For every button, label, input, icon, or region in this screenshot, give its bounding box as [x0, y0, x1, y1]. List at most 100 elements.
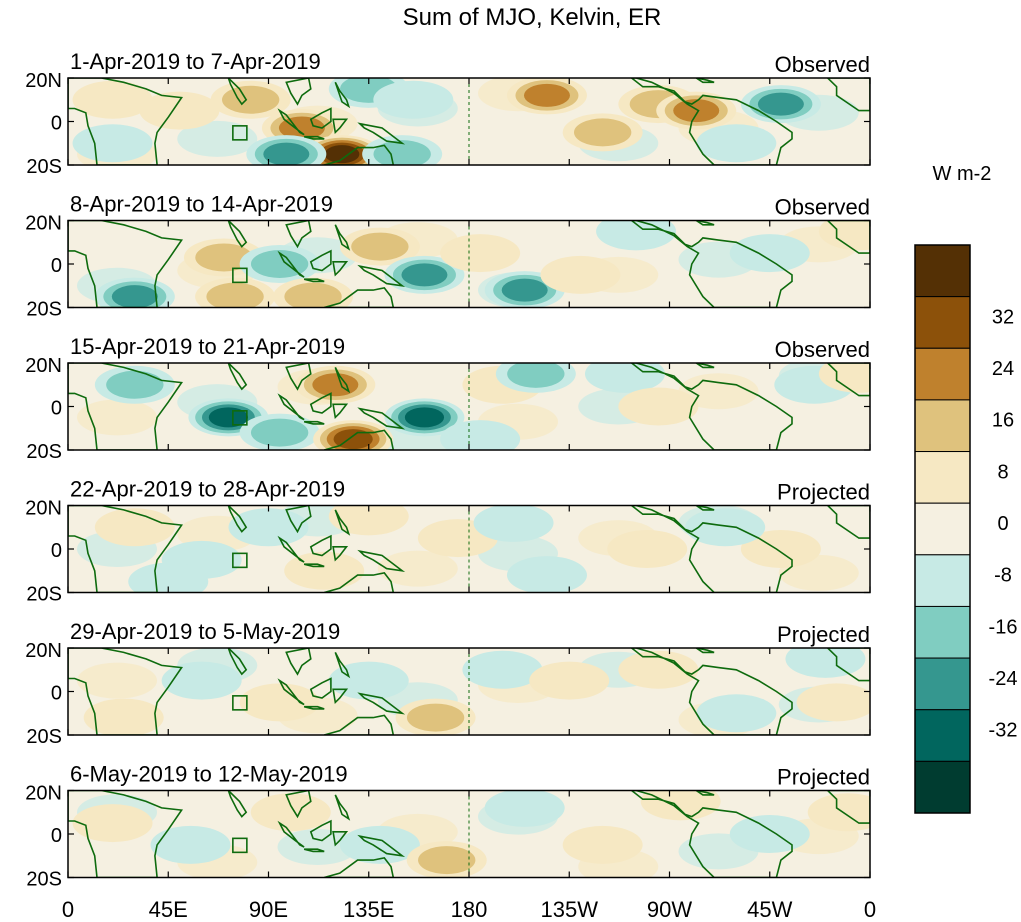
anomaly-blob: [83, 698, 164, 735]
contour-level: [696, 694, 777, 733]
coastline: [826, 363, 870, 397]
coastline: [630, 220, 793, 308]
contour-level: [484, 790, 565, 827]
colorbar-tick-label: 0: [997, 513, 1008, 535]
coastline: [309, 392, 332, 414]
coastline: [357, 407, 406, 430]
contour-level: [278, 116, 325, 140]
panel-2: 20N 0 20S 8-Apr-2019 to 14-Apr-2019 Observed: [25, 192, 871, 321]
contour-level: [106, 370, 164, 399]
anomaly-blob: [484, 790, 565, 827]
contour-level: [328, 505, 409, 536]
contour-level: [404, 407, 445, 428]
coastlines: [68, 220, 870, 308]
coastline: [227, 648, 248, 676]
anomaly-blob: [740, 85, 821, 124]
anomaly-blob: [384, 398, 465, 437]
contour-level: [618, 387, 699, 426]
y-tick-label: 20S: [26, 299, 62, 321]
panel-5: 20N 0 20S 29-Apr-2019 to 5-May-2019 Projecte…: [25, 619, 871, 748]
coastline: [303, 135, 325, 140]
coastline: [285, 505, 312, 534]
coastline: [826, 790, 870, 824]
panel-period-label: 8-Apr-2019 to 14-Apr-2019: [70, 192, 333, 217]
coastline: [68, 78, 184, 165]
coastline: [303, 278, 325, 283]
anomaly-blob: [94, 508, 175, 547]
contour-level: [263, 142, 310, 165]
y-tick-label: 20N: [25, 640, 62, 662]
contour-level: [401, 263, 448, 287]
anomaly-blob: [618, 387, 699, 426]
contour-level: [250, 793, 331, 832]
anomaly-blob: [640, 790, 721, 821]
coastline: [334, 652, 351, 679]
contour-level: [373, 80, 454, 119]
anomaly-blob: [72, 124, 153, 163]
coastline: [334, 224, 351, 251]
anomaly-blob: [540, 255, 621, 294]
coastline: [332, 688, 349, 705]
anomaly-blob: [94, 277, 175, 308]
anomaly-blob: [395, 698, 476, 735]
anomaly-blob: [239, 245, 320, 283]
anomaly-blob: [139, 91, 220, 130]
coastlines: [68, 505, 870, 593]
y-tick-label: 20S: [26, 156, 62, 178]
panel-period-label: 15-Apr-2019 to 21-Apr-2019: [70, 334, 345, 359]
coastline: [334, 794, 351, 821]
colorbar: W m-2 32 24 16 8 0 -8 -16 -24 -32: [914, 163, 1017, 814]
panel-1: 20N 0 20S 1-Apr-2019 to 7-Apr-2019 Observed: [25, 49, 871, 178]
region-box: [232, 125, 248, 141]
coastline: [357, 692, 406, 715]
colorbar-bin: [914, 657, 971, 711]
anomaly-blob: [94, 365, 175, 404]
coastline: [630, 78, 793, 165]
coastline: [630, 505, 793, 593]
y-tick-label: 0: [51, 540, 62, 562]
contour-level: [729, 815, 810, 853]
anomaly-blob: [128, 562, 209, 593]
coastline: [357, 264, 406, 288]
contour-level: [473, 505, 554, 542]
coastline: [227, 363, 248, 391]
contour-level: [818, 363, 870, 393]
coastline: [323, 714, 395, 735]
y-tick-label: 20N: [25, 355, 62, 377]
anomaly-blob: [328, 505, 409, 536]
y-tick-label: 20N: [25, 783, 62, 805]
anomaly-blob: [250, 793, 331, 832]
coastline: [357, 549, 406, 573]
y-tick-label: 0: [51, 825, 62, 847]
region-box: [232, 410, 248, 426]
coastline: [277, 250, 305, 278]
anomaly-blob: [785, 648, 866, 678]
x-tick-label: 90W: [647, 897, 692, 922]
x-tick-label: 135E: [343, 897, 394, 922]
y-tick-label: 0: [51, 398, 62, 420]
contour-level: [785, 648, 866, 678]
contour-level: [351, 232, 409, 261]
contour-level: [574, 118, 632, 147]
anomaly-blob: [406, 841, 487, 878]
background-band: [177, 120, 258, 157]
contour-level: [529, 661, 610, 700]
anomaly-blob: [506, 556, 587, 593]
region-box: [232, 267, 248, 284]
anomaly-blob: [696, 124, 777, 163]
y-tick-label: 20N: [25, 213, 62, 235]
coastline: [303, 705, 325, 710]
anomaly-blob: [818, 363, 870, 393]
coastline: [227, 78, 248, 106]
contour-level: [111, 285, 158, 308]
coastline: [285, 78, 312, 106]
anomaly-blob: [150, 825, 231, 864]
anomaly-blob: [696, 694, 777, 733]
contour-level: [228, 508, 309, 547]
contour-level: [584, 363, 665, 393]
coastline: [227, 790, 248, 818]
contour-level: [72, 804, 153, 843]
coastline: [826, 220, 870, 254]
coastline: [309, 249, 332, 272]
anomaly-blob: [818, 220, 870, 251]
